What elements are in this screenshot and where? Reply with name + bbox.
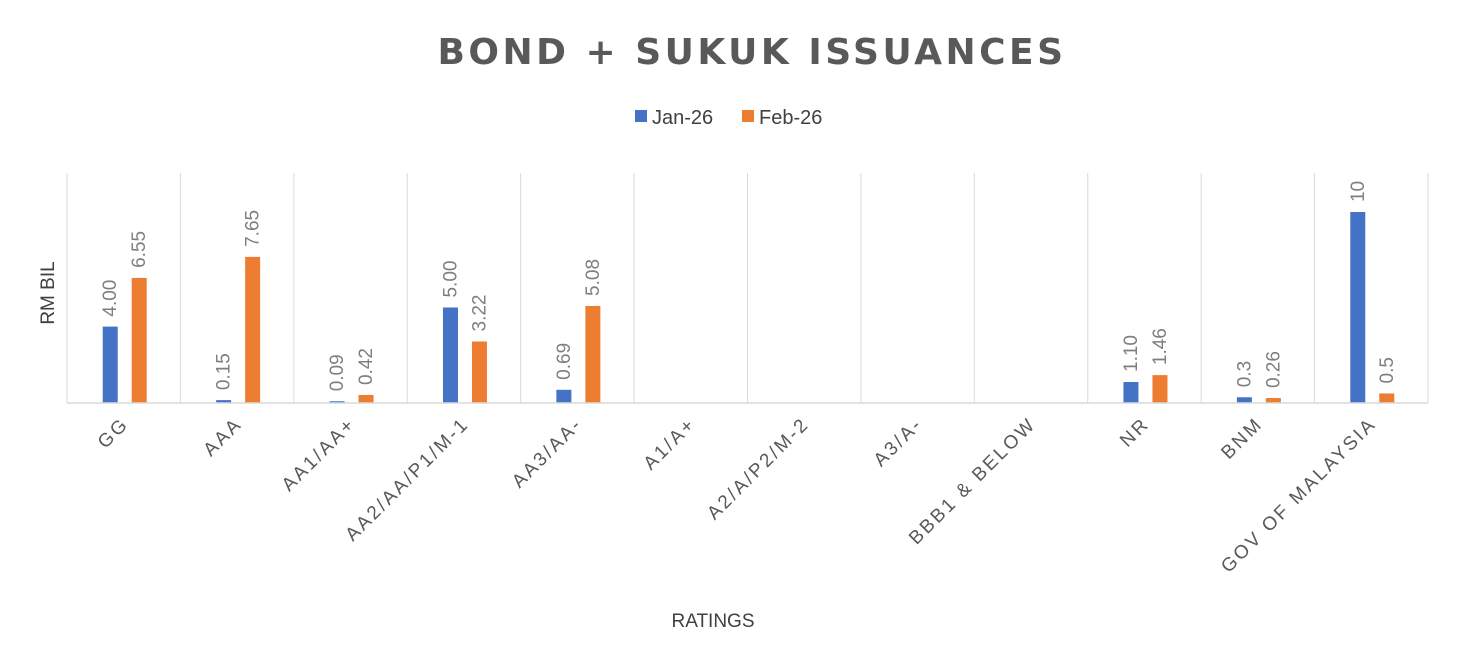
plot-area: 4.00 6.55 GG 0.15 7.65 AAA 0.09 0.42 AA1/AA+ 5.00… xyxy=(66,173,1429,577)
legend-swatch-feb-26 xyxy=(742,110,754,122)
data-label-jan-26-aa2-aa-p1-m-1: 5.00 xyxy=(440,261,461,298)
y-axis-title: RM BIL xyxy=(38,261,59,324)
bar-jan-26-aaa xyxy=(216,400,232,403)
data-label-jan-26-gg: 4.00 xyxy=(100,280,121,317)
x-tick-label-nr: NR xyxy=(1116,414,1154,452)
legend: Jan-26 Feb-26 xyxy=(635,107,822,129)
bar-jan-26-bnm xyxy=(1236,397,1252,403)
data-label-feb-26-bnm: 0.26 xyxy=(1263,351,1284,388)
x-tick-label-bbb1-below: BBB1 & BELOW xyxy=(905,414,1040,549)
x-tick-label-aa2-aa-p1-m-1: AA2/AA/P1/M-1 xyxy=(342,414,474,546)
bar-feb-26-aa1-aa xyxy=(358,394,374,403)
x-tick-label-aaa: AAA xyxy=(200,414,247,461)
legend-label-jan-26: Jan-26 xyxy=(652,107,713,129)
data-label-jan-26-aaa: 0.15 xyxy=(214,353,235,390)
x-tick-label-a2-a-p2-m-2: A2/A/P2/M-2 xyxy=(703,414,813,524)
bar-jan-26-gg xyxy=(102,326,118,403)
x-axis-title: RATINGS xyxy=(671,611,754,632)
bar-feb-26-aa2-aa-p1-m-1 xyxy=(471,341,487,403)
data-label-feb-26-aa2-aa-p1-m-1: 3.22 xyxy=(469,295,490,332)
x-tick-label-aa1-aa: AA1/AA+ xyxy=(278,414,360,496)
bar-jan-26-aa2-aa-p1-m-1 xyxy=(442,307,458,403)
data-label-feb-26-aa3-aa: 5.08 xyxy=(583,259,604,296)
bar-feb-26-bnm xyxy=(1265,398,1281,403)
data-label-feb-26-gg: 6.55 xyxy=(129,231,150,268)
x-tick-label-aa3-aa: AA3/AA- xyxy=(508,414,587,493)
data-label-feb-26-gov-of-malaysia: 0.5 xyxy=(1377,357,1398,383)
data-label-feb-26-aaa: 7.65 xyxy=(243,210,264,247)
data-label-jan-26-aa3-aa: 0.69 xyxy=(554,343,575,380)
bar-jan-26-aa3-aa xyxy=(556,389,572,403)
bar-feb-26-aa3-aa xyxy=(585,305,601,403)
chart-title: BOND + SUKUK ISSUANCES xyxy=(437,32,1066,73)
bar-feb-26-nr xyxy=(1152,375,1168,403)
x-tick-label-gg: GG xyxy=(94,414,133,453)
data-label-jan-26-gov-of-malaysia: 10 xyxy=(1348,181,1369,202)
bar-jan-26-aa1-aa xyxy=(329,401,345,403)
x-tick-label-bnm: BNM xyxy=(1217,414,1267,464)
data-label-feb-26-nr: 1.46 xyxy=(1150,328,1171,365)
legend-swatch-jan-26 xyxy=(635,110,647,122)
bar-jan-26-nr xyxy=(1123,381,1139,403)
legend-label-feb-26: Feb-26 xyxy=(759,107,822,129)
x-tick-label-a1-a: A1/A+ xyxy=(640,414,701,475)
data-label-feb-26-aa1-aa: 0.42 xyxy=(356,348,377,385)
data-label-jan-26-bnm: 0.3 xyxy=(1234,361,1255,387)
bar-jan-26-gov-of-malaysia xyxy=(1350,212,1366,403)
bar-feb-26-aaa xyxy=(245,256,261,403)
bar-feb-26-gov-of-malaysia xyxy=(1379,393,1395,403)
x-tick-label-a3-a: A3/A- xyxy=(870,414,927,471)
bar-feb-26-gg xyxy=(131,277,147,403)
data-label-jan-26-aa1-aa: 0.09 xyxy=(327,354,348,391)
data-label-jan-26-nr: 1.10 xyxy=(1121,335,1142,372)
